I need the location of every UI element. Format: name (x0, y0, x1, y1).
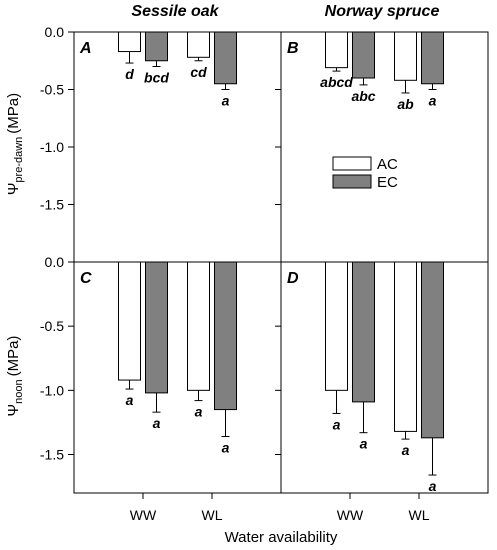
sig-letter-d-ac-wl: a (402, 442, 410, 458)
svg-text:Ψpre-dawn(MPa): Ψpre-dawn (MPa) (5, 93, 25, 195)
y-axis-label-predawn-symbol: Ψ (5, 183, 22, 196)
bar-d-ac-wl (394, 261, 417, 432)
bar-c-ac-wl (187, 261, 210, 391)
column-title-norway-spruce: Norway spruce (325, 3, 440, 20)
panel-label-d: D (287, 270, 299, 287)
legend-label-ec: EC (377, 174, 398, 191)
bar-d-ec-wl (421, 261, 444, 439)
sig-letter-b-ac-wl: ab (397, 96, 414, 112)
x-tick-label-wl-0: WL (202, 507, 223, 523)
y-tick-label-0-1: -0.5 (40, 82, 64, 98)
x-tick-label-ww-0: WW (130, 507, 157, 523)
y-tick-label-0-2: -1.0 (40, 139, 64, 155)
y-tick-label-1-2: -1.0 (40, 382, 64, 398)
y-tick-label-1-1: -0.5 (40, 318, 64, 334)
sig-letter-d-ec-wl: a (429, 478, 437, 494)
y-tick-label-0-3: -1.5 (40, 197, 64, 213)
sig-letter-a-ec-ww: bcd (144, 70, 169, 86)
column-title-sessile-oak: Sessile oak (131, 3, 219, 20)
bar-a-ac-wl (187, 31, 210, 58)
bar-c-ec-ww (145, 261, 168, 394)
panel-frame-d (280, 261, 489, 494)
panel-label-c: C (80, 270, 92, 287)
plot-layer: 0.0 -0.5 -1.0 -1.5 0.0 -0.5 -1.0 -1.5 WW WL WW WL Ad… (40, 24, 489, 523)
sig-letter-a-ac-wl: cd (190, 64, 207, 80)
y-axis-label-noon-symbol: Ψ (5, 404, 22, 417)
y-axis-label-noon: Ψnoon (MPa) (5, 336, 25, 417)
sig-letter-c-ac-ww: a (126, 392, 134, 408)
sig-letter-a-ec-wl: a (222, 93, 230, 109)
sig-letter-c-ec-wl: a (222, 440, 230, 456)
sig-letter-c-ec-ww: a (153, 415, 161, 431)
bar-c-ec-wl (214, 261, 237, 411)
legend-swatch-ac (332, 156, 372, 171)
bar-a-ac-ww (118, 31, 141, 53)
bar-b-ac-ww (325, 31, 348, 69)
y-tick-label-0-0: 0.0 (45, 24, 65, 40)
svg-text:Ψnoon(MPa): Ψnoon (MPa) (5, 336, 25, 417)
bar-a-ec-ww (145, 31, 168, 62)
bar-b-ac-wl (394, 31, 417, 81)
y-tick-label-1-3: -1.5 (40, 447, 64, 463)
panel-frame-c (73, 261, 282, 494)
legend-label-ac: AC (377, 156, 398, 173)
panel-frame-b (280, 31, 489, 263)
sig-letter-d-ac-ww: a (333, 416, 341, 432)
legend-swatch-ec (332, 174, 372, 189)
bar-a-ec-wl (214, 31, 237, 85)
bar-b-ec-wl (421, 31, 444, 85)
panel-frame-a (73, 31, 282, 263)
panel-label-b: B (287, 40, 299, 57)
legend: AC EC (332, 156, 398, 191)
bar-d-ec-ww (352, 261, 375, 403)
x-tick-label-ww-1: WW (337, 507, 364, 523)
y-axis-label-predawn-subscript: pre-dawn (13, 137, 25, 183)
y-axis-label-predawn: Ψpre-dawn (MPa) (5, 93, 25, 195)
x-axis-label: Water availability (225, 529, 338, 546)
y-axis-label-noon-subscript: noon (13, 379, 25, 403)
y-axis-label-predawn-unit: (MPa) (5, 93, 22, 134)
sig-letter-c-ac-wl: a (195, 404, 203, 420)
panel-label-a: A (79, 40, 92, 57)
y-tick-label-1-0: 0.0 (45, 254, 65, 270)
bar-c-ac-ww (118, 261, 141, 381)
y-axis-label-noon-unit: (MPa) (5, 336, 22, 377)
sig-letter-b-ac-ww: abcd (320, 74, 353, 90)
sig-letter-a-ac-ww: d (125, 66, 134, 82)
x-tick-label-wl-1: WL (409, 507, 430, 523)
bar-d-ac-ww (325, 261, 348, 391)
bar-b-ec-ww (352, 31, 375, 79)
sig-letter-d-ec-ww: a (360, 436, 368, 452)
sig-letter-b-ec-ww: abc (351, 88, 375, 104)
sig-letter-b-ec-wl: a (429, 93, 437, 109)
